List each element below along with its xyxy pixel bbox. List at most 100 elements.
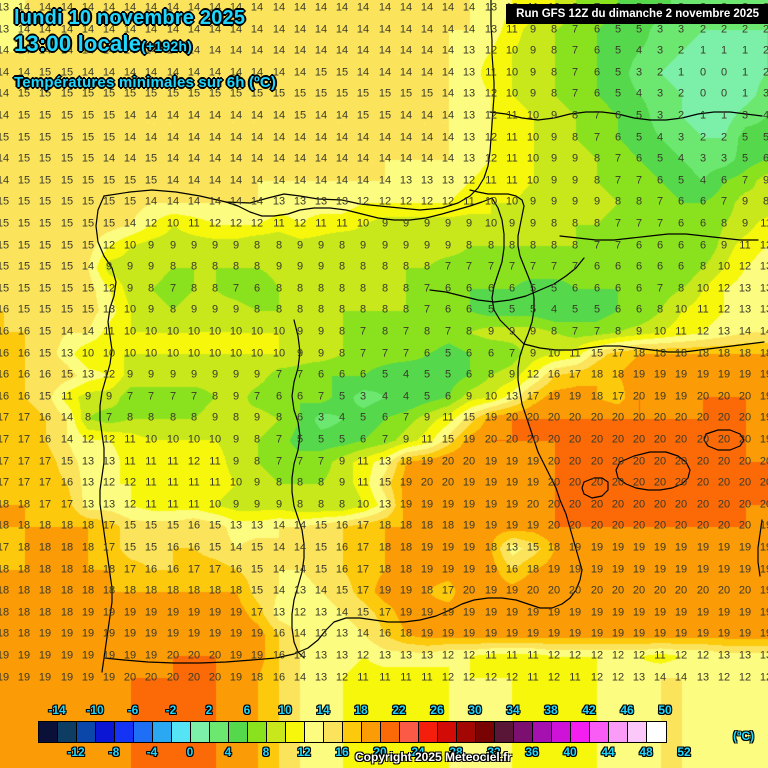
grid-value: 7	[296, 368, 304, 381]
legend-swatch	[533, 722, 552, 742]
grid-value: 13	[102, 498, 116, 511]
grid-value: 15	[0, 239, 10, 252]
grid-value: 6	[444, 303, 452, 316]
grid-value: 13	[399, 174, 413, 187]
grid-value: 9	[402, 433, 410, 446]
grid-value: 18	[38, 541, 52, 554]
grid-value: 10	[144, 433, 158, 446]
grid-value: 19	[123, 649, 137, 662]
grid-value: 20	[653, 433, 667, 446]
grid-value: 2	[720, 23, 728, 36]
grid-value: 19	[505, 606, 519, 619]
grid-value: 7	[126, 390, 134, 403]
grid-value: 19	[674, 563, 688, 576]
legend-swatch	[229, 722, 248, 742]
grid-value: 8	[253, 433, 261, 446]
grid-value: 14	[250, 66, 264, 79]
grid-value: 11	[442, 411, 454, 424]
grid-value: 12	[547, 649, 561, 662]
grid-value: 15	[38, 87, 52, 100]
grid-value: 3	[656, 87, 664, 100]
grid-value: 15	[250, 584, 264, 597]
grid-value: 19	[462, 433, 476, 446]
grid-value: 8	[359, 303, 367, 316]
grid-value: 18	[144, 584, 158, 597]
legend-tick-label: 44	[601, 745, 615, 759]
grid-value: 12	[356, 195, 370, 208]
legend-tick-label: 34	[506, 703, 520, 717]
grid-value: 16	[0, 390, 10, 403]
grid-value: 14	[272, 66, 286, 79]
grid-value: 8	[550, 44, 558, 57]
grid-value: 20	[717, 519, 731, 532]
grid-value: 14	[208, 66, 222, 79]
grid-value: 3	[656, 23, 664, 36]
grid-value: 11	[421, 433, 433, 446]
grid-value: 18	[0, 584, 10, 597]
grid-value: 13	[462, 131, 476, 144]
grid-value: 14	[314, 152, 328, 165]
legend-swatch	[115, 722, 134, 742]
grid-value: 13	[314, 649, 328, 662]
grid-value: 13	[335, 195, 349, 208]
grid-value: 9	[211, 239, 219, 252]
grid-value: 12	[547, 671, 561, 684]
grid-value: 13	[378, 649, 392, 662]
grid-value: 10	[526, 131, 540, 144]
grid-value: 4	[656, 131, 664, 144]
grid-value: 15	[81, 174, 95, 187]
grid-value: 17	[0, 476, 10, 489]
grid-value: 5	[317, 433, 325, 446]
grid-value: 8	[338, 498, 346, 511]
grid-value: 9	[147, 368, 155, 381]
grid-value: 20	[696, 433, 710, 446]
grid-value: 15	[378, 109, 392, 122]
grid-value: 19	[611, 606, 625, 619]
legend-swatch	[400, 722, 419, 742]
grid-value: 15	[0, 282, 10, 295]
grid-value: 19	[611, 541, 625, 554]
grid-value: 14	[293, 1, 307, 14]
grid-value: 20	[759, 476, 768, 489]
grid-value: 18	[696, 347, 710, 360]
grid-value: 20	[590, 411, 604, 424]
grid-value: 0	[699, 66, 707, 79]
grid-value: 11	[167, 498, 179, 511]
grid-value: 8	[550, 239, 558, 252]
grid-value: 20	[759, 455, 768, 468]
grid-value: 15	[102, 109, 116, 122]
grid-value: 15	[378, 87, 392, 100]
grid-value: 19	[674, 368, 688, 381]
grid-value: 13	[250, 519, 264, 532]
grid-value: 14	[335, 44, 349, 57]
grid-value: 6	[593, 23, 601, 36]
grid-value: 15	[0, 260, 10, 273]
grid-value: 20	[462, 455, 476, 468]
grid-value: 14	[187, 152, 201, 165]
grid-value: 20	[441, 455, 455, 468]
grid-value: 8	[677, 282, 685, 295]
grid-value: 18	[123, 584, 137, 597]
grid-value: 14	[38, 1, 52, 14]
grid-value: 19	[144, 606, 158, 619]
grid-value: 20	[738, 455, 752, 468]
grid-value: 9	[317, 260, 325, 273]
grid-value: 11	[485, 649, 497, 662]
grid-value: 18	[590, 390, 604, 403]
grid-value: 19	[60, 649, 74, 662]
grid-value: 20	[696, 498, 710, 511]
grid-value: 14	[335, 606, 349, 619]
grid-value: 9	[381, 217, 389, 230]
grid-value: 5	[550, 282, 558, 295]
grid-value: 14	[420, 152, 434, 165]
grid-value: 14	[0, 109, 10, 122]
legend-tick-label: 46	[620, 703, 634, 717]
grid-value: 20	[674, 498, 688, 511]
grid-value: 7	[232, 282, 240, 295]
grid-value: 5	[423, 368, 431, 381]
legend-tick-label: 18	[354, 703, 368, 717]
grid-value: 19	[505, 627, 519, 640]
grid-value: 10	[229, 325, 243, 338]
grid-value: 10	[547, 347, 561, 360]
grid-value: 9	[105, 390, 113, 403]
